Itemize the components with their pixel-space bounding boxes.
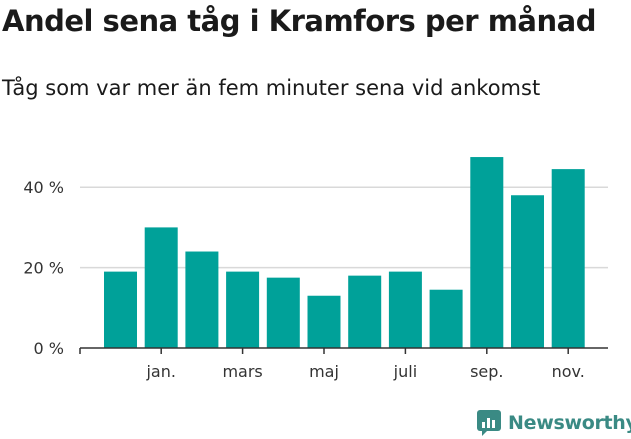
bar-april [266, 277, 300, 348]
x-tick-label: sep. [470, 362, 503, 381]
bar-nov [551, 169, 585, 348]
brand-name: Newsworthy [508, 412, 631, 434]
bar-jan [144, 227, 178, 348]
x-axis [79, 347, 608, 354]
bar-juni [348, 275, 382, 348]
bar-maj [307, 295, 341, 348]
y-axis-labels: 0 % 20 % 40 % [23, 178, 64, 358]
bars [104, 157, 585, 348]
y-tick-label: 20 % [23, 259, 64, 278]
bar-dec [104, 271, 137, 348]
newsworthy-logo: Newsworthy [476, 408, 631, 438]
bar-okt [511, 195, 544, 348]
x-tick-label: juli [393, 362, 417, 381]
x-axis-labels: jan. mars maj juli sep. nov. [145, 362, 584, 381]
chart-title: Andel sena tåg i Kramfors per månad [2, 4, 596, 38]
newsworthy-chat-icon [477, 410, 501, 436]
x-tick-label: jan. [145, 362, 175, 381]
y-tick-label: 40 % [23, 178, 64, 197]
bar-feb [185, 251, 219, 348]
bar-sep [470, 157, 504, 348]
x-tick-label: nov. [552, 362, 585, 381]
x-tick-label: mars [222, 362, 262, 381]
chart-subtitle: Tåg som var mer än fem minuter sena vid … [2, 76, 541, 100]
bar-aug [429, 289, 463, 348]
y-tick-label: 0 % [34, 339, 64, 358]
bar-juli [388, 271, 422, 348]
bar-mars [226, 271, 260, 348]
x-tick-label: maj [309, 362, 339, 381]
